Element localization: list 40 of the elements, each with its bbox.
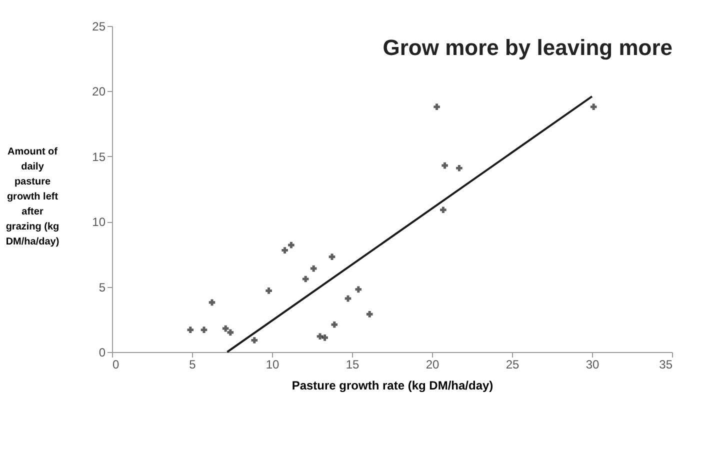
point [310, 265, 317, 272]
point [316, 333, 324, 340]
point [282, 247, 288, 254]
point [288, 242, 294, 248]
chart-title: Grow more by leaving more [382, 35, 672, 60]
y-tick-label: 25 [92, 20, 106, 34]
x-tick-label: 0 [112, 358, 120, 372]
point [434, 104, 440, 110]
point [328, 254, 336, 260]
y-tick-label: 15 [92, 150, 106, 164]
x-tick-label: 25 [506, 358, 520, 372]
point [355, 286, 362, 293]
point [331, 321, 338, 328]
point [442, 162, 448, 169]
point [456, 164, 462, 172]
point [227, 329, 234, 336]
x-tick-label: 15 [346, 358, 360, 372]
x-tick-label: 35 [659, 358, 673, 372]
y-axis-title: Amount of daily pasture growth left after grazing (kg DM/ha/day) [6, 146, 60, 248]
point [440, 206, 446, 214]
x-tick-label: 10 [266, 358, 280, 372]
y-tick-label: 5 [98, 280, 106, 294]
y-tick-label: 0 [98, 346, 106, 360]
point [590, 104, 597, 110]
y-tick-label: 10 [92, 215, 106, 230]
x-tick-label: 30 [586, 358, 600, 372]
point [200, 326, 208, 333]
y-tick-label: 20 [92, 84, 106, 99]
point [322, 334, 328, 341]
x-axis-title: Pasture growth rate (kg DM/ha/day) [292, 378, 494, 392]
point [302, 276, 309, 282]
point [187, 326, 194, 333]
point [251, 337, 258, 344]
x-tick-label: 5 [189, 358, 196, 372]
point [208, 299, 216, 306]
point [222, 325, 229, 332]
point [344, 295, 352, 302]
point [266, 288, 272, 294]
x-tick-label: 20 [426, 358, 440, 372]
point [366, 311, 373, 318]
